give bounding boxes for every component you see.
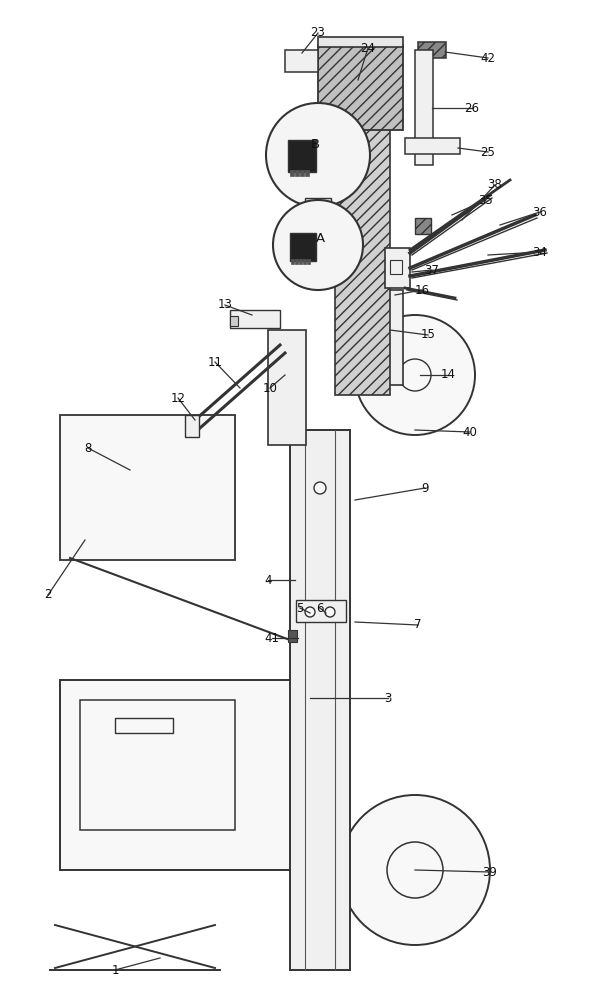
Text: 37: 37: [424, 263, 439, 276]
Text: A: A: [315, 232, 325, 244]
Text: 39: 39: [483, 865, 498, 879]
Bar: [299, 259, 302, 264]
Circle shape: [266, 103, 370, 207]
Text: 11: 11: [207, 356, 222, 368]
Circle shape: [273, 200, 363, 290]
Text: 35: 35: [479, 194, 493, 207]
Bar: [268, 330, 306, 445]
Bar: [303, 259, 306, 264]
Circle shape: [314, 482, 326, 494]
Bar: [296, 600, 346, 622]
Text: 8: 8: [84, 442, 92, 454]
Circle shape: [340, 795, 490, 945]
Text: 12: 12: [170, 391, 185, 404]
Bar: [288, 140, 316, 172]
Text: 26: 26: [464, 102, 480, 114]
Text: 2: 2: [44, 588, 52, 601]
Circle shape: [355, 315, 475, 435]
Text: 14: 14: [440, 368, 455, 381]
Text: 16: 16: [414, 284, 430, 296]
Bar: [291, 259, 294, 264]
Bar: [415, 50, 433, 165]
Bar: [295, 259, 298, 264]
Bar: [375, 290, 403, 385]
Text: 9: 9: [421, 482, 429, 494]
Text: 10: 10: [263, 381, 277, 394]
Text: 5: 5: [296, 601, 304, 614]
Bar: [295, 170, 299, 176]
Bar: [185, 415, 199, 437]
Bar: [300, 170, 304, 176]
Text: 34: 34: [533, 245, 548, 258]
Bar: [305, 170, 309, 176]
Text: 42: 42: [480, 51, 495, 64]
Bar: [418, 42, 446, 58]
Text: 6: 6: [316, 601, 324, 614]
Text: 24: 24: [361, 41, 375, 54]
Text: 41: 41: [265, 632, 280, 645]
Bar: [60, 415, 235, 560]
Bar: [80, 700, 235, 830]
Text: 7: 7: [414, 618, 422, 632]
Text: 23: 23: [311, 26, 325, 39]
Text: 36: 36: [533, 206, 548, 219]
Text: 15: 15: [421, 328, 436, 342]
Bar: [288, 630, 297, 642]
Bar: [318, 37, 403, 47]
Bar: [290, 430, 350, 970]
Text: 38: 38: [488, 178, 502, 192]
Bar: [290, 233, 316, 261]
Circle shape: [325, 607, 335, 617]
Bar: [285, 50, 318, 72]
Bar: [318, 45, 403, 130]
Circle shape: [399, 359, 431, 391]
Circle shape: [387, 842, 443, 898]
Bar: [405, 138, 460, 154]
Bar: [390, 260, 402, 274]
Text: 4: 4: [264, 574, 272, 586]
Text: 1: 1: [111, 964, 119, 976]
Text: 40: 40: [462, 426, 477, 438]
Text: B: B: [311, 138, 319, 151]
Text: 13: 13: [218, 298, 232, 312]
Bar: [305, 198, 331, 220]
Bar: [230, 310, 280, 328]
Bar: [415, 218, 431, 234]
Bar: [230, 316, 238, 326]
Bar: [290, 170, 294, 176]
Bar: [335, 55, 390, 395]
Bar: [60, 680, 310, 870]
Bar: [307, 259, 310, 264]
Bar: [385, 248, 410, 288]
Circle shape: [305, 607, 315, 617]
Text: 3: 3: [384, 692, 392, 704]
Bar: [115, 718, 173, 733]
Text: 25: 25: [480, 145, 495, 158]
